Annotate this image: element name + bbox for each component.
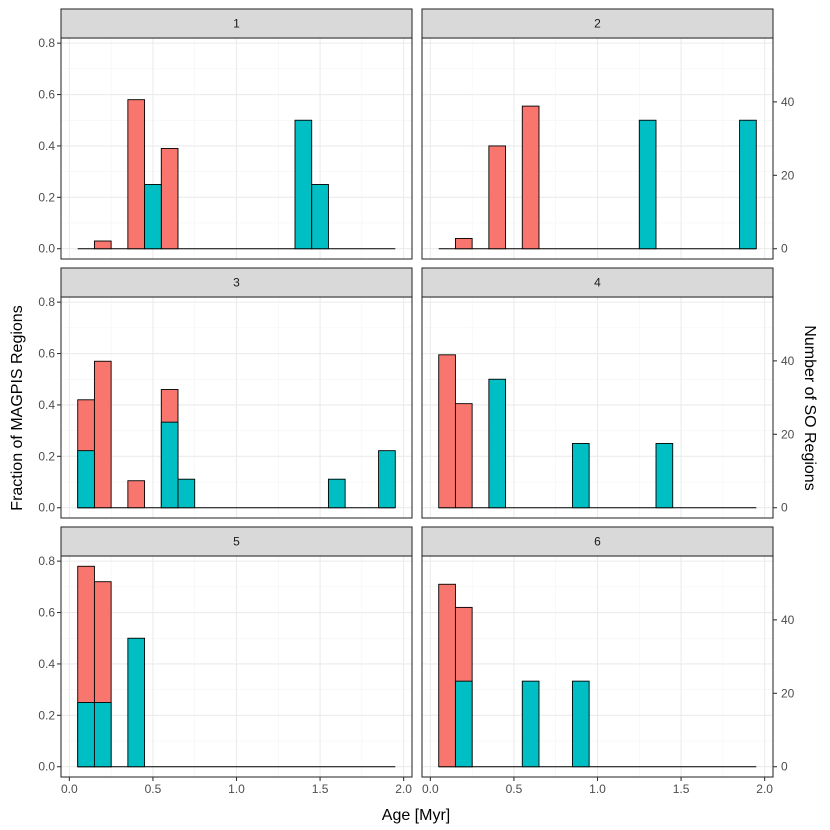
bar-so-0.4 — [488, 378, 507, 509]
bar-so-0.2 — [454, 680, 473, 768]
bar-magpis-0.4 — [127, 480, 146, 509]
y2-tick-label: 0 — [781, 242, 788, 256]
panel-2: 2 — [421, 8, 774, 260]
panel-4: 4 — [421, 267, 774, 519]
y-tick-label: 0.0 — [38, 242, 55, 256]
bar-so-1.5 — [311, 184, 329, 250]
bar-so-0.2 — [93, 702, 112, 768]
y-tick-label: 0.6 — [38, 606, 55, 620]
bar-so-1.4 — [294, 119, 313, 250]
x-axis-title: Age [Myr] — [382, 807, 450, 824]
bar-magpis-0.1 — [438, 354, 456, 509]
y2-tick-label: 0 — [781, 501, 788, 515]
bar-magpis-0.4 — [127, 99, 146, 250]
strip-label: 2 — [594, 17, 601, 31]
x-tick-label: 1.5 — [673, 782, 690, 796]
bar-so-0.9 — [571, 680, 590, 768]
strip-6 — [421, 526, 774, 557]
y2-tick-label: 40 — [781, 354, 795, 368]
bar-magpis-0.4 — [488, 145, 507, 250]
x-tick-label: 0.5 — [145, 782, 162, 796]
y-tick-label: 0.2 — [38, 708, 55, 722]
strip-label: 5 — [233, 535, 240, 549]
bar-so-0.6 — [160, 421, 179, 509]
y-tick-label: 0.2 — [38, 190, 55, 204]
strip-5 — [60, 526, 413, 557]
y2-tick-label: 20 — [781, 686, 795, 700]
y-tick-label: 0.4 — [38, 398, 55, 412]
bar-so-0.1 — [77, 450, 95, 509]
bar-so-1.3 — [638, 119, 657, 250]
bar-magpis-0.2 — [93, 240, 112, 250]
y2-tick-label: 20 — [781, 427, 795, 441]
x-tick-label: 2.0 — [395, 782, 412, 796]
bar-so-0.6 — [521, 680, 540, 768]
y-tick-label: 0.8 — [38, 36, 55, 50]
y-tick-label: 0.4 — [38, 657, 55, 671]
y-tick-label: 0.8 — [38, 295, 55, 309]
strip-2 — [421, 8, 774, 39]
y-tick-label: 0.4 — [38, 139, 55, 153]
bar-so-1.4 — [655, 443, 674, 509]
y-tick-label: 0.2 — [38, 449, 55, 463]
bar-so-1.6 — [327, 478, 346, 509]
bar-magpis-0.2 — [93, 360, 112, 509]
strip-label: 4 — [594, 276, 601, 290]
panel-5: 5 — [60, 526, 413, 778]
strip-label: 3 — [233, 276, 240, 290]
y-tick-label: 0.0 — [38, 760, 55, 774]
y2-tick-label: 40 — [781, 613, 795, 627]
bar-magpis-0.2 — [454, 403, 473, 509]
bar-so-0.1 — [77, 702, 95, 768]
x-tick-label: 1.5 — [312, 782, 329, 796]
bar-so-1.9 — [378, 450, 396, 509]
x-tick-label: 0.0 — [61, 782, 78, 796]
bar-magpis-0.2 — [454, 237, 473, 250]
y-axis-right-title: Number of SO Regions — [801, 325, 818, 490]
panels-layer: 1 2 3 4 5 6 — [60, 8, 774, 778]
y2-tick-label: 0 — [781, 760, 788, 774]
y-tick-label: 0.0 — [38, 501, 55, 515]
bar-so-0.4 — [127, 637, 146, 768]
y2-tick-label: 20 — [781, 168, 795, 182]
panel-6: 6 — [421, 526, 774, 778]
bar-magpis-0.6 — [521, 105, 540, 250]
bar-magpis-0.6 — [160, 148, 179, 250]
bar-so-0.7 — [177, 478, 196, 509]
x-tick-label: 0.5 — [506, 782, 523, 796]
y-tick-label: 0.6 — [38, 347, 55, 361]
bar-magpis-0.1 — [438, 583, 456, 768]
y-tick-label: 0.6 — [38, 88, 55, 102]
strip-3 — [60, 267, 413, 298]
bar-so-0.5 — [144, 184, 162, 250]
panel-1: 1 — [60, 8, 413, 260]
y-tick-label: 0.8 — [38, 554, 55, 568]
strip-4 — [421, 267, 774, 298]
strip-label: 6 — [594, 535, 601, 549]
x-tick-label: 1.0 — [228, 782, 245, 796]
panel-3: 3 — [60, 267, 413, 519]
y-axis-title: Fraction of MAGPIS Regions — [9, 305, 26, 510]
y2-tick-label: 40 — [781, 95, 795, 109]
bar-so-1.9 — [739, 119, 757, 250]
x-tick-label: 2.0 — [756, 782, 773, 796]
strip-1 — [60, 8, 413, 39]
x-tick-label: 0.0 — [422, 782, 439, 796]
axes-layer: 0.00.20.40.60.8020400.00.20.40.60.802040… — [38, 36, 794, 796]
strip-label: 1 — [233, 17, 240, 31]
bar-so-0.9 — [571, 443, 590, 509]
x-tick-label: 1.0 — [589, 782, 606, 796]
